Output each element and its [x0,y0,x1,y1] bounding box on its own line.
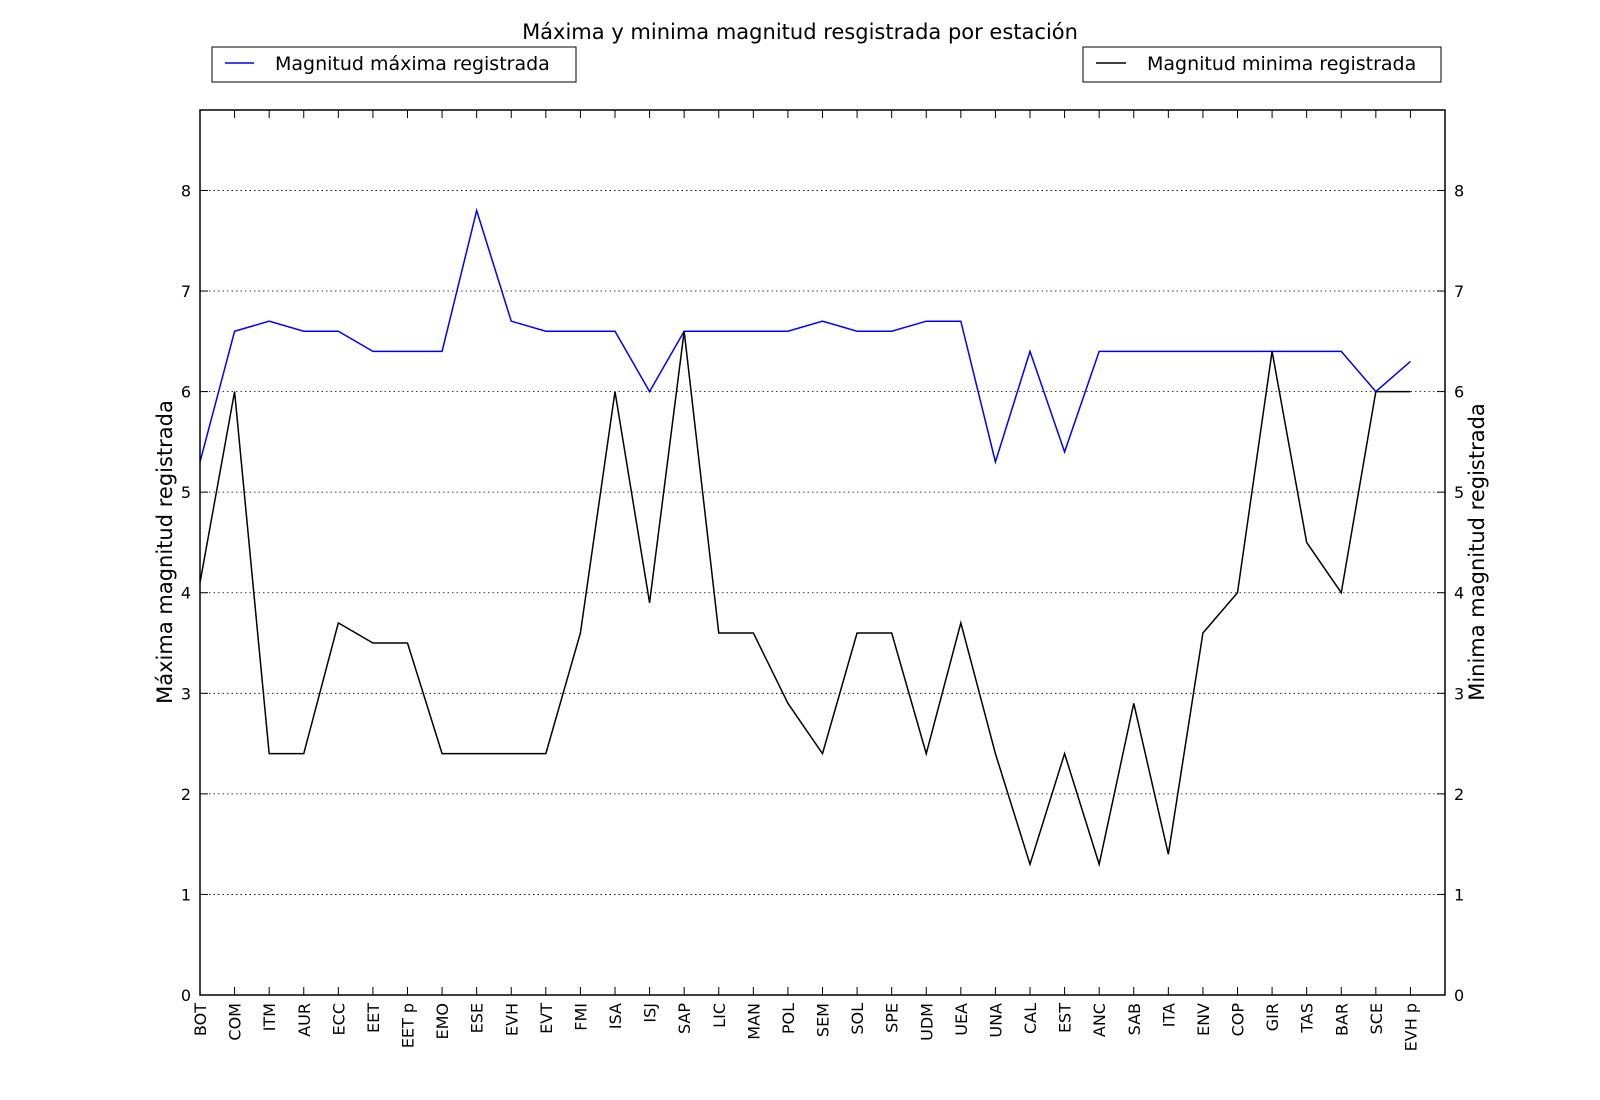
left-tick-label: 3 [181,684,191,703]
x-tick-label: EVT [537,1003,556,1034]
legend-max-label: Magnitud máxima registrada [275,53,550,75]
x-tick-label: MAN [744,1003,763,1040]
x-tick-label: LIC [710,1003,729,1028]
x-tick-label: AUR [295,1003,314,1037]
x-tick-label: BOT [191,1003,210,1036]
x-tick-label: EMO [433,1003,452,1040]
x-tick-label: EET [364,1003,383,1033]
x-tick-label: BAR [1332,1003,1351,1036]
legend-min-box [1082,46,1442,83]
left-y-axis: 0 1 2 3 4 5 6 7 8 [181,181,208,1005]
x-tick-label: UDM [917,1003,936,1041]
x-tick-label: TAS [1298,1003,1317,1034]
legend-max: Magnitud máxima registrada [211,46,577,83]
right-tick-label: 4 [1454,584,1464,603]
legend-max-box [211,46,577,83]
right-tick-label: 0 [1454,986,1464,1005]
left-tick-label: 5 [181,483,191,502]
series-line-max [199,207,1411,465]
left-tick-label: 6 [181,383,191,402]
x-tick-label: ITM [260,1003,279,1031]
x-tick-label: SCE [1367,1003,1386,1034]
left-tick-label: 1 [181,885,191,904]
series-layer [199,207,1411,868]
x-tick-label: COP [1229,1003,1248,1037]
x-tick-label: UNA [986,1003,1005,1038]
x-axis: BOT COM ITM AUR ECC EET EET p EMO ESE EVH EVT FMI IS… [191,110,1420,1051]
x-tick-label: UEA [952,1003,971,1036]
right-tick-label: 7 [1454,282,1464,301]
x-tick-label: SPE [883,1003,902,1033]
left-y-axis-label: Máxima magnitud registrada [153,400,177,704]
x-tick-label: EVH p [1401,1003,1420,1051]
x-tick-label: GIR [1263,1003,1282,1031]
x-tick-label: ISJ [641,1003,660,1023]
chart-title: Máxima y minima magnitud resgistrada por… [522,20,1078,44]
plot-area-frame [199,109,1446,996]
x-tick-label: EVH [502,1003,521,1036]
right-tick-label: 1 [1454,885,1464,904]
legend-min-label: Magnitud minima registrada [1147,53,1416,75]
x-tick-label: SAB [1125,1003,1144,1035]
x-tick-label: SOL [848,1003,867,1035]
x-tick-label: FMI [571,1003,590,1031]
x-tick-label: ESE [468,1003,487,1033]
x-tick-label: ISA [606,1003,625,1029]
x-tick-label: SEM [814,1003,833,1037]
x-tick-label: EET p [399,1003,418,1048]
x-tick-label: ENV [1194,1003,1213,1036]
left-tick-label: 2 [181,785,191,804]
right-tick-label: 2 [1454,785,1464,804]
x-tick-label: POL [779,1003,798,1034]
x-tick-label: COM [226,1003,245,1041]
left-tick-label: 7 [181,282,191,301]
legend-min: Magnitud minima registrada [1082,46,1442,83]
x-tick-label: SAP [675,1003,694,1034]
left-tick-label: 8 [181,181,191,200]
left-tick-label: 4 [181,584,191,603]
right-tick-label: 8 [1454,181,1464,200]
x-tick-label: CAL [1021,1003,1040,1034]
x-tick-label: ITA [1159,1003,1178,1027]
right-tick-label: 6 [1454,383,1464,402]
x-tick-label: ANC [1090,1003,1109,1037]
x-tick-label: EST [1056,1003,1075,1033]
series-line-min [199,331,1411,868]
grid-lines [200,190,1445,895]
right-tick-label: 3 [1454,684,1464,703]
x-tick-label: ECC [329,1003,348,1035]
right-y-axis-label: Minima magnitud registrada [1465,403,1489,701]
left-tick-label: 0 [181,986,191,1005]
right-y-axis: 0 1 2 3 4 5 6 7 8 [1437,181,1464,1005]
right-tick-label: 5 [1454,483,1464,502]
